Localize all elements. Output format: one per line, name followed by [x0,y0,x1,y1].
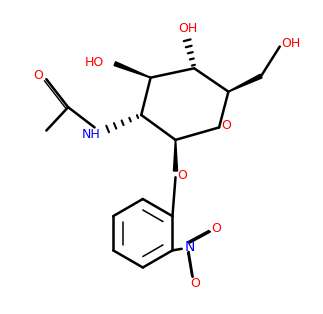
Text: NH: NH [82,128,101,141]
Text: OH: OH [178,22,198,35]
Polygon shape [114,62,151,78]
Text: O: O [190,277,200,290]
Text: HO: HO [85,56,104,68]
Text: O: O [212,222,222,235]
Polygon shape [228,74,262,92]
Text: O: O [177,169,187,182]
Text: OH: OH [281,37,300,50]
Polygon shape [173,140,178,171]
Text: N: N [184,240,195,254]
Text: O: O [34,69,44,82]
Text: O: O [221,119,231,133]
